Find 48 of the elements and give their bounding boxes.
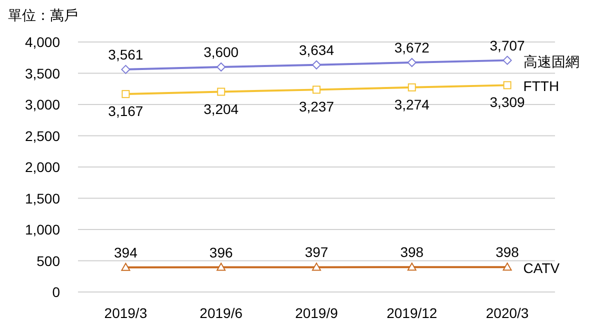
data-label: 394 bbox=[114, 244, 138, 260]
data-label: 3,672 bbox=[394, 40, 430, 56]
point bbox=[407, 58, 416, 67]
x-tick-label: 2020/3 bbox=[486, 305, 529, 321]
point bbox=[122, 90, 130, 98]
y-tick-label: 0 bbox=[52, 284, 60, 300]
x-tick-label: 2019/6 bbox=[200, 305, 243, 321]
data-label: 3,204 bbox=[204, 100, 239, 117]
point bbox=[312, 86, 320, 94]
point bbox=[503, 81, 512, 90]
y-tick-label: 2,000 bbox=[24, 159, 60, 175]
y-axis-title: 單位：萬戶 bbox=[8, 7, 78, 23]
y-tick-label: 2,500 bbox=[24, 128, 60, 144]
x-tick-label: 2019/3 bbox=[104, 305, 148, 321]
x-tick-label: 2019/9 bbox=[295, 305, 338, 321]
y-tick-label: 4,000 bbox=[24, 34, 60, 50]
series-label: FTTH bbox=[523, 78, 560, 94]
point bbox=[408, 83, 416, 92]
y-tick-label: 3,000 bbox=[24, 96, 60, 112]
y-tick-label: 1,500 bbox=[24, 190, 60, 206]
y-tick-label: 500 bbox=[36, 252, 60, 269]
point bbox=[502, 262, 512, 271]
point bbox=[407, 262, 416, 271]
data-label: 3,274 bbox=[394, 96, 430, 112]
point bbox=[217, 88, 226, 96]
point bbox=[121, 262, 130, 271]
point bbox=[121, 64, 130, 74]
point bbox=[216, 62, 226, 72]
point bbox=[216, 262, 226, 271]
data-label: 397 bbox=[304, 244, 328, 260]
x-tick-label: 2019/12 bbox=[386, 305, 438, 321]
data-label: 3,237 bbox=[298, 98, 334, 115]
point bbox=[312, 262, 321, 271]
data-label: 398 bbox=[496, 244, 520, 260]
data-label: 3,707 bbox=[490, 37, 526, 54]
series-label: 高速固網 bbox=[523, 53, 580, 70]
series-label: CATV bbox=[523, 260, 560, 276]
data-label: 396 bbox=[209, 244, 233, 260]
data-label: 3,634 bbox=[298, 42, 334, 58]
data-label: 3,309 bbox=[490, 94, 526, 110]
data-label: 3,561 bbox=[108, 46, 144, 62]
data-label: 3,167 bbox=[108, 103, 144, 120]
y-tick-label: 1,000 bbox=[24, 222, 60, 238]
y-tick-label: 3,500 bbox=[24, 65, 60, 82]
point bbox=[312, 60, 321, 70]
point bbox=[502, 56, 512, 65]
data-label: 398 bbox=[400, 244, 424, 260]
data-label: 3,600 bbox=[204, 44, 239, 60]
